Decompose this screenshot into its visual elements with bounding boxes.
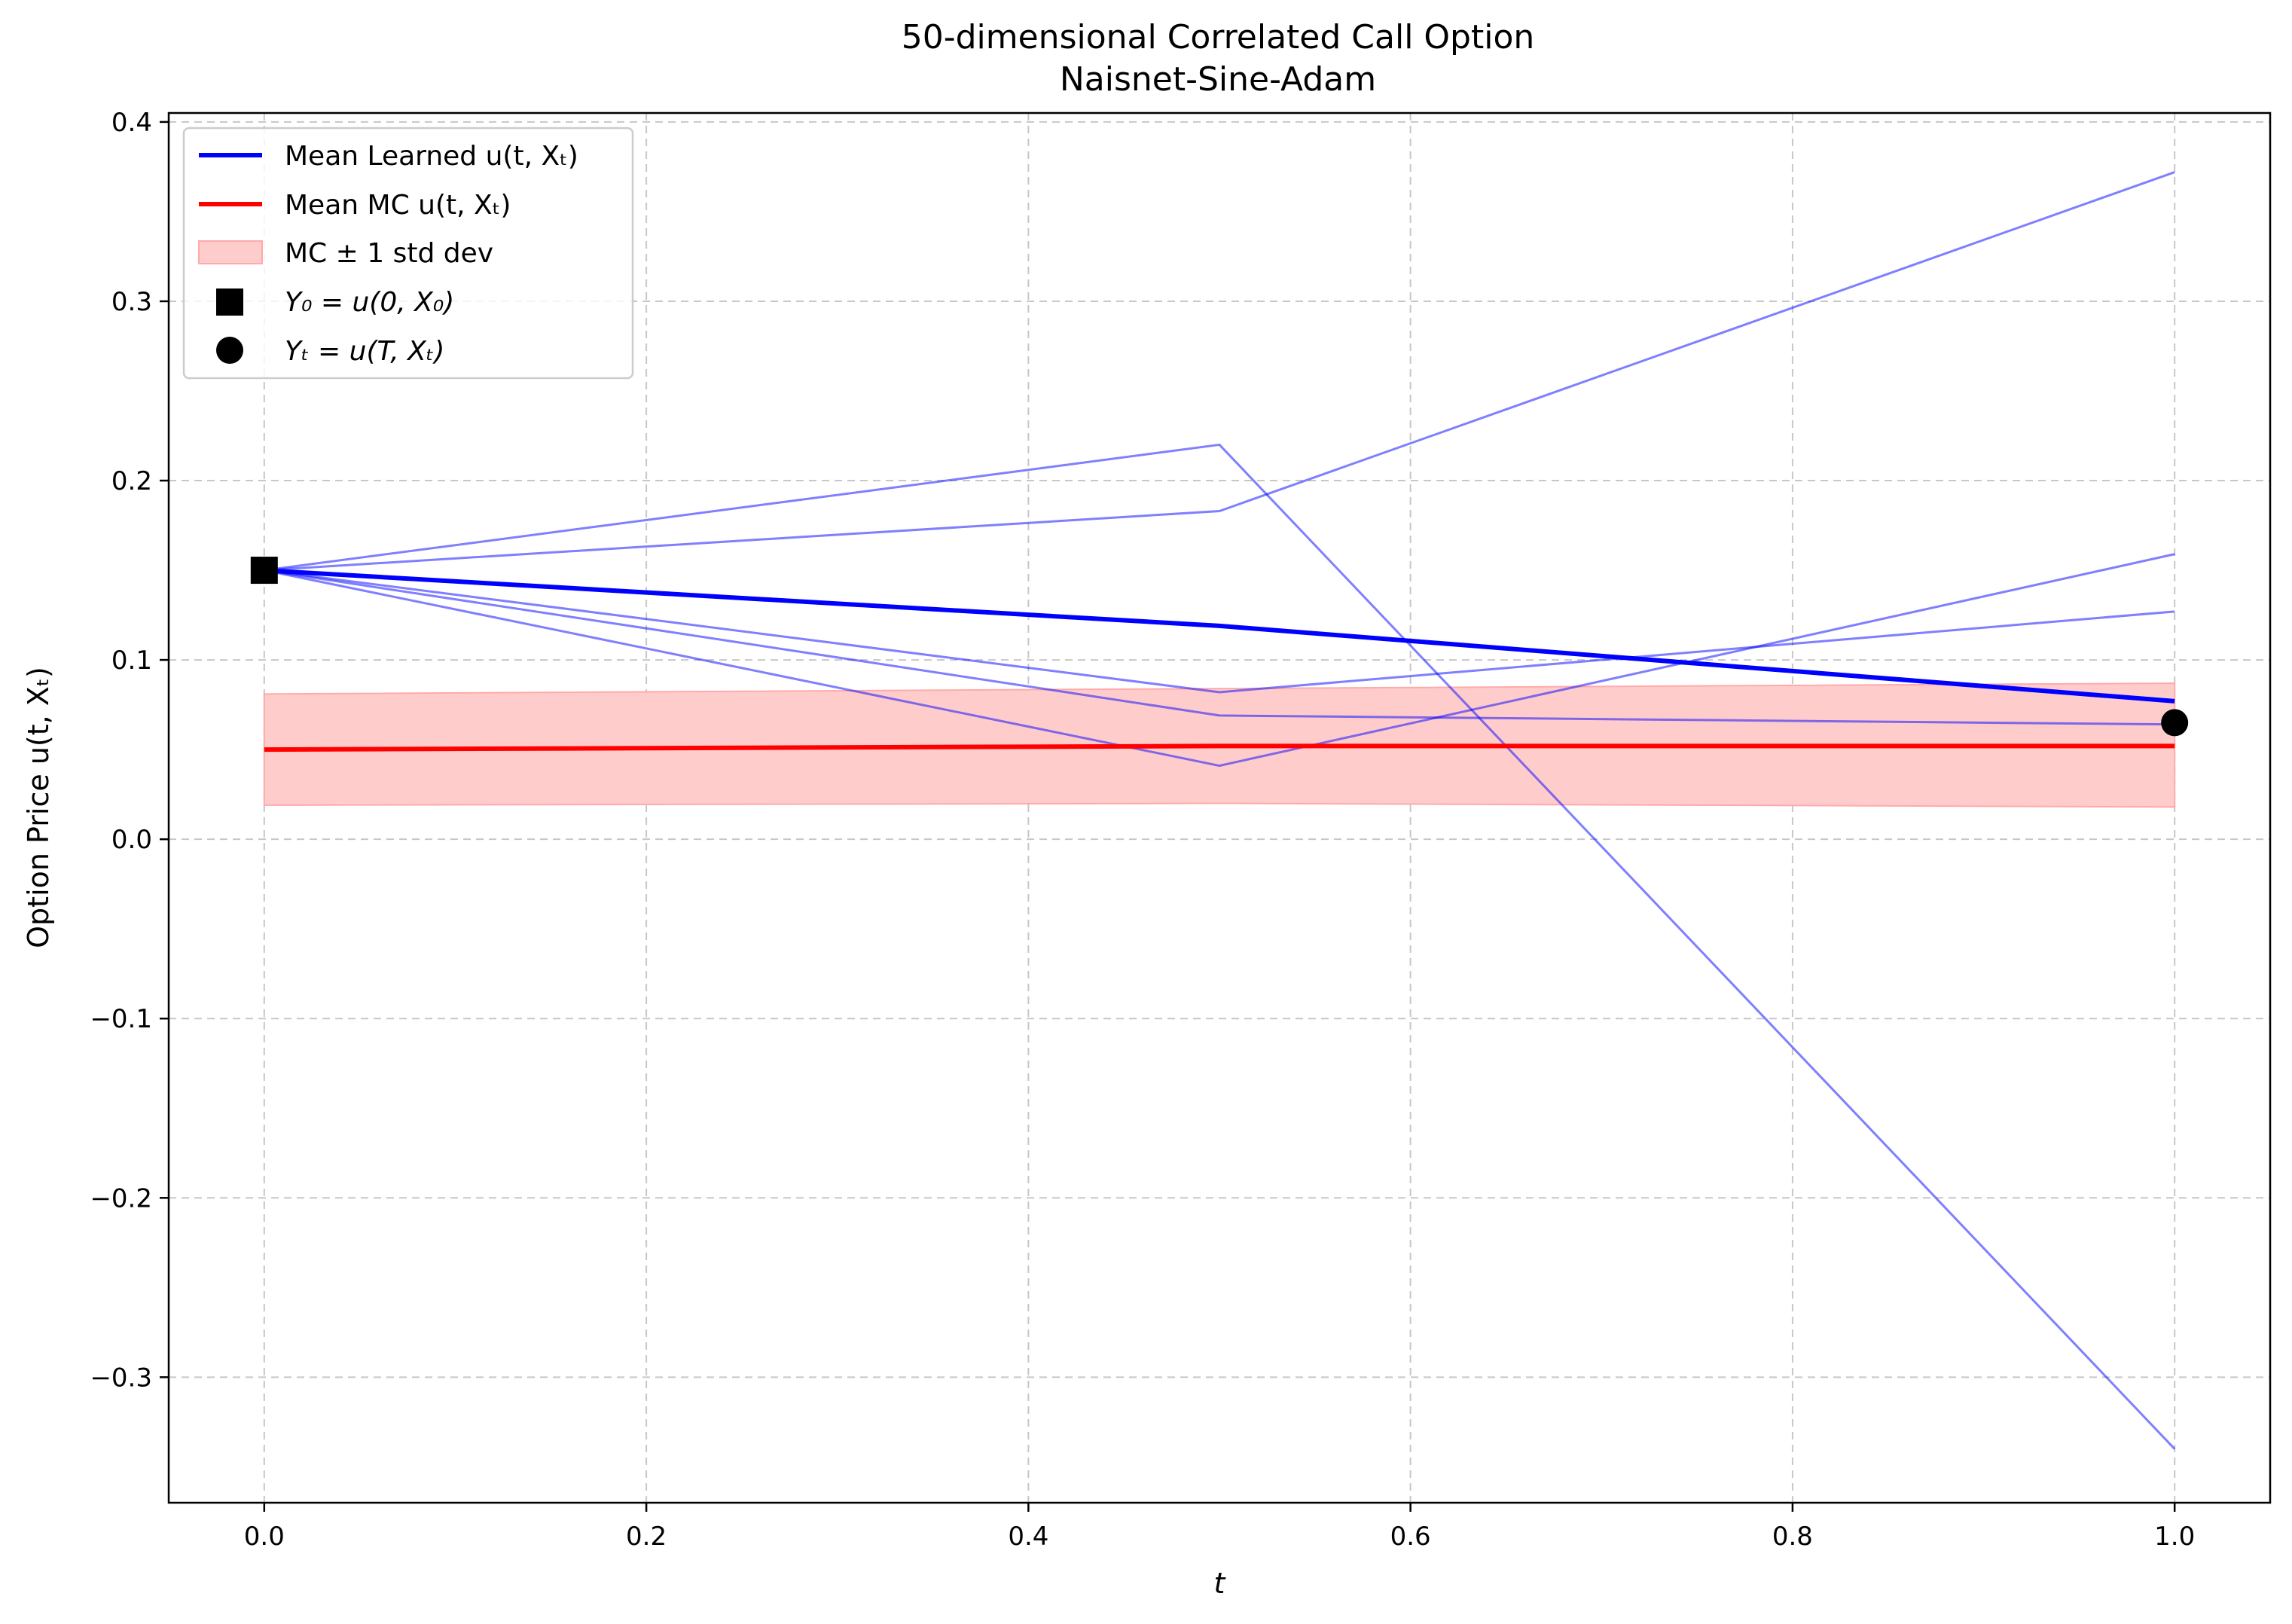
x-axis-label: t — [1214, 1567, 1227, 1600]
sample-path-line — [264, 569, 2175, 694]
grid — [169, 113, 2270, 1503]
y-tick-label: 0.1 — [111, 646, 152, 676]
legend-label-y0: Y₀ = u(0, X₀) — [285, 287, 454, 318]
series-layer — [264, 568, 2175, 752]
y-tick-label: 0.2 — [111, 466, 152, 496]
legend-label-yt: Yₜ = u(T, Xₜ) — [285, 336, 444, 367]
sample-path-line — [264, 569, 2175, 726]
legend-box — [182, 127, 634, 380]
sample-paths-layer — [264, 171, 2176, 1450]
legend-swatch-square — [216, 288, 243, 316]
x-tick-label: 0.8 — [1772, 1522, 1813, 1552]
y-axis-label: Option Price u(t, Xₜ) — [22, 667, 55, 948]
legend-label-learned: Mean Learned u(t, Xₜ) — [285, 141, 578, 172]
sample-path-line — [264, 443, 2176, 1450]
chart-title: 50-dimensional Correlated Call Option — [902, 18, 1535, 56]
legend-swatch-band — [198, 240, 263, 264]
y-tick-label: −0.1 — [90, 1004, 152, 1034]
y-tick-label: 0.3 — [111, 287, 152, 317]
y0-marker — [250, 557, 278, 585]
x-tick-label: 0.2 — [626, 1522, 667, 1552]
x-tick-label: 0.0 — [244, 1522, 285, 1552]
y-tick-label: 0.0 — [111, 825, 152, 855]
mean-learned-line — [264, 568, 2175, 704]
markers-layer — [250, 557, 2189, 737]
yt-marker — [2161, 709, 2189, 737]
legend: Mean Learned u(t, Xₜ) Mean MC u(t, Xₜ) M… — [182, 127, 634, 380]
chart-subtitle: Naisnet-Sine-Adam — [1060, 60, 1376, 99]
mean-mc-line — [264, 743, 2175, 752]
y-tick-label: −0.2 — [90, 1183, 152, 1213]
sample-path-line — [264, 171, 2175, 572]
legend-label-mc: Mean MC u(t, Xₜ) — [285, 190, 511, 221]
sample-path-line — [264, 553, 2175, 768]
x-tick-label: 0.4 — [1008, 1522, 1048, 1552]
y-axis: −0.3 −0.2 −0.1 0.0 0.1 0.2 0.3 0.4 — [90, 108, 169, 1393]
legend-label-band: MC ± 1 std dev — [285, 238, 493, 269]
x-axis: 0.0 0.2 0.4 0.6 0.8 1.0 — [244, 1503, 2195, 1552]
y-tick-label: −0.3 — [90, 1363, 152, 1393]
legend-swatch-circle — [216, 337, 243, 364]
x-tick-label: 0.6 — [1390, 1522, 1431, 1552]
plot-frame — [167, 111, 2272, 1504]
x-tick-label: 1.0 — [2154, 1522, 2195, 1552]
y-tick-label: 0.4 — [111, 108, 152, 138]
